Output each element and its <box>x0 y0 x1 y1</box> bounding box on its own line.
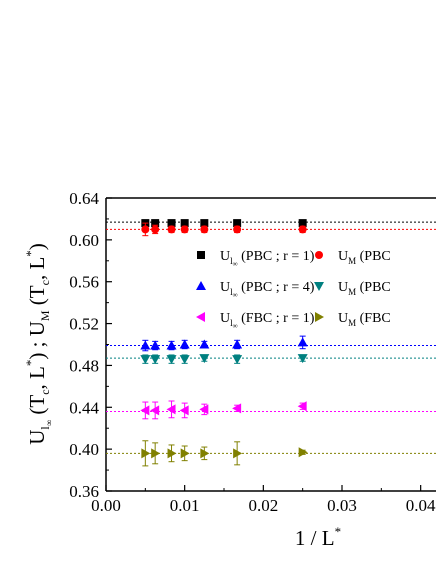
data-point <box>141 448 151 459</box>
y-axis-title: Ul∞ (Tc, L*) ; UM (Tc, L*) <box>23 243 54 445</box>
legend: Ul∞ (PBC ; r = 1) UM (PBC Ul∞ (PBC ; r = 4… <box>196 249 391 330</box>
legend-marker <box>196 312 205 322</box>
data-point <box>232 355 243 365</box>
data-point <box>233 448 243 459</box>
data-point <box>199 404 209 415</box>
data-point <box>151 448 161 459</box>
data-point <box>166 404 176 415</box>
data-point <box>297 401 307 412</box>
legend-item: UM (PBC <box>314 280 391 297</box>
legend-marker <box>315 312 324 322</box>
y-tick-label: 0.64 <box>69 189 99 208</box>
ticks: 0.00 0.01 0.02 0.03 0.04 0.36 0.40 0.44 0.48 0.52… <box>69 189 436 515</box>
data-point <box>151 219 160 228</box>
data-point <box>200 219 209 228</box>
data-point <box>233 225 242 234</box>
data-point <box>297 354 308 364</box>
data-point <box>232 339 243 349</box>
x-tick-label: 0.03 <box>327 496 357 515</box>
data-point <box>166 340 177 350</box>
svg-text:Ul∞ (Tc, L*) ; UM (Tc, L*): Ul∞ (Tc, L*) ; UM (Tc, L*) <box>23 243 54 445</box>
data-point <box>200 448 210 459</box>
data-point <box>200 225 209 234</box>
data-point <box>233 219 242 228</box>
legend-label: UM (PBC <box>338 280 391 297</box>
legend-item: UM (FBC <box>315 311 391 328</box>
data-point <box>167 448 177 459</box>
data-point <box>150 340 161 350</box>
legend-marker <box>196 281 206 290</box>
data-point <box>140 355 151 365</box>
legend-label: UM (PBC <box>338 249 391 266</box>
x-tick-label: 0.04 <box>406 496 436 515</box>
data-point <box>150 355 161 365</box>
y-tick-label: 0.36 <box>69 482 99 501</box>
y-tick-label: 0.44 <box>69 398 99 417</box>
fit-lines <box>106 221 436 454</box>
data-point <box>166 355 177 365</box>
data-point <box>298 225 307 234</box>
legend-marker <box>314 282 324 291</box>
x-tick-label: 0.02 <box>248 496 278 515</box>
data-point <box>298 447 308 458</box>
data-marks <box>140 219 308 467</box>
data-point <box>297 337 308 347</box>
y-tick-label: 0.60 <box>69 231 99 250</box>
y-tick-label: 0.40 <box>69 440 99 459</box>
legend-marker <box>315 251 323 259</box>
legend-item: Ul∞ (FBC ; r = 1) <box>196 311 315 330</box>
y-tick-label: 0.52 <box>69 315 99 334</box>
data-point <box>167 219 176 228</box>
data-point <box>298 219 307 228</box>
data-point <box>179 405 189 416</box>
data-point <box>150 405 160 416</box>
data-point <box>141 225 150 234</box>
legend-label: UM (FBC <box>338 311 391 328</box>
data-point <box>179 339 190 349</box>
data-point <box>140 340 151 350</box>
data-point <box>199 354 210 364</box>
data-point <box>140 405 150 416</box>
x-tick-label: 0.00 <box>91 496 121 515</box>
legend-label: Ul∞ (PBC ; r = 1) <box>220 249 315 268</box>
data-point <box>199 339 210 349</box>
legend-label: Ul∞ (FBC ; r = 1) <box>220 311 315 330</box>
x-axis-title: 1 / L* <box>295 524 341 550</box>
y-tick-label: 0.48 <box>69 356 99 375</box>
data-point <box>180 219 189 228</box>
y-tick-label: 0.56 <box>69 273 99 292</box>
data-point <box>179 355 190 365</box>
legend-marker <box>197 251 205 259</box>
data-point <box>180 448 190 459</box>
data-point <box>180 225 189 234</box>
x-tick-label: 0.01 <box>170 496 200 515</box>
legend-item: UM (PBC <box>315 249 391 266</box>
data-point <box>167 225 176 234</box>
data-point <box>151 225 160 234</box>
legend-label: Ul∞ (PBC ; r = 4) <box>220 280 315 299</box>
legend-item: Ul∞ (PBC ; r = 1) <box>197 249 315 268</box>
legend-item: Ul∞ (PBC ; r = 4) <box>196 280 315 299</box>
data-point <box>232 403 242 414</box>
